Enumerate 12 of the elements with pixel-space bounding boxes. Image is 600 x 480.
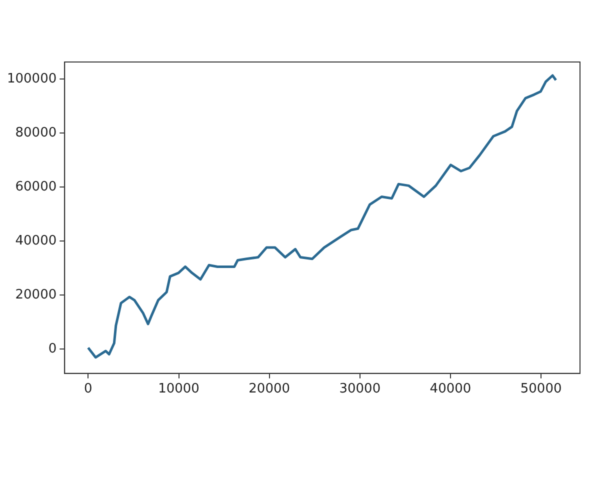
x-tick-label: 0: [84, 382, 92, 397]
x-tick-label: 10000: [158, 382, 200, 397]
y-tick-label: 20000: [15, 287, 57, 302]
x-tick-label: 20000: [248, 382, 290, 397]
y-tick-label: 100000: [6, 71, 57, 86]
x-tick-label: 30000: [339, 382, 381, 397]
x-tick-label: 50000: [520, 382, 562, 397]
y-tick-label: 0: [48, 341, 57, 356]
x-tick-label: 40000: [430, 382, 472, 397]
y-tick-label: 60000: [15, 179, 57, 194]
y-tick-label: 40000: [15, 233, 57, 248]
y-tick-label: 80000: [15, 125, 57, 140]
